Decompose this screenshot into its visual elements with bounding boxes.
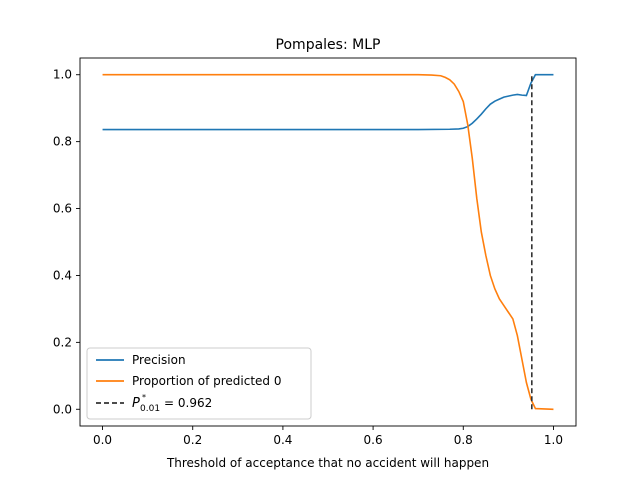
legend-label-precision: Precision [132, 353, 186, 367]
legend-label-proportion: Proportion of predicted 0 [132, 374, 281, 388]
plot-lines [102, 73, 554, 411]
x-tick-label: 0.2 [183, 433, 202, 447]
y-tick-label: 0.8 [53, 135, 72, 149]
x-axis-label: Threshold of acceptance that no accident… [166, 456, 489, 470]
y-tick-label: 0.0 [53, 402, 72, 416]
series-line-0 [102, 73, 554, 131]
y-axis: 0.0 0.2 0.4 0.6 0.8 1.0 [53, 68, 80, 416]
legend-label-threshold-subscript: 0.01 [140, 404, 160, 414]
plot-frame [79, 57, 577, 427]
x-tick-label: 0.4 [273, 433, 292, 447]
legend-label-threshold-symbol: P [132, 396, 140, 411]
x-tick-label: 0.0 [93, 433, 112, 447]
x-tick-label: 0.8 [454, 433, 473, 447]
x-axis: 0.0 0.2 0.4 0.6 0.8 1.0 [93, 426, 563, 447]
y-tick-label: 1.0 [53, 68, 72, 82]
x-tick-label: 0.6 [364, 433, 383, 447]
chart-title: Pompales: MLP [276, 37, 381, 53]
y-tick-label: 0.4 [53, 268, 72, 282]
x-tick-label: 1.0 [544, 433, 563, 447]
legend-label-threshold-value: = 0.962 [164, 396, 212, 410]
legend-box [86, 347, 312, 420]
legend: Precision Proportion of predicted 0 P * … [86, 347, 312, 420]
y-tick-label: 0.2 [53, 335, 72, 349]
y-tick-label: 0.6 [53, 202, 72, 216]
legend-label-threshold-star: * [142, 393, 146, 402]
series-line-1 [102, 73, 554, 411]
